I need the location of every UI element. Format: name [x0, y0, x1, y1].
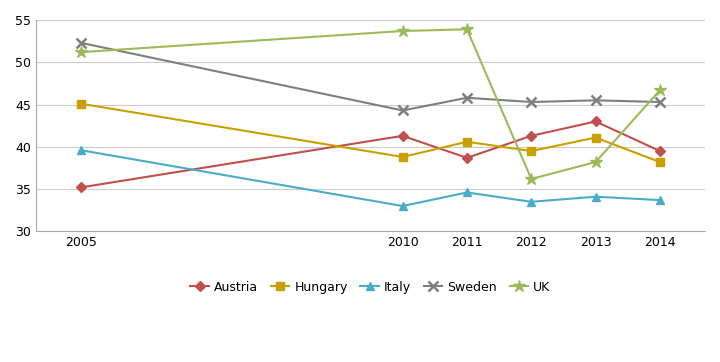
Austria — [591, 119, 600, 124]
Sweden — [463, 96, 472, 100]
Sweden — [398, 108, 407, 113]
Austria — [76, 185, 85, 190]
Sweden — [527, 100, 536, 104]
Italy — [527, 199, 536, 204]
Hungary — [527, 149, 536, 153]
Hungary — [591, 135, 600, 140]
Italy — [591, 194, 600, 199]
UK — [656, 88, 665, 92]
Hungary — [463, 140, 472, 144]
Hungary — [656, 160, 665, 164]
UK — [398, 29, 407, 33]
UK — [591, 160, 600, 164]
Italy — [398, 204, 407, 208]
Line: Hungary: Hungary — [77, 100, 664, 166]
UK — [463, 27, 472, 31]
Austria — [463, 156, 472, 160]
Line: Italy: Italy — [77, 146, 664, 210]
Line: Austria: Austria — [78, 118, 663, 191]
Austria — [527, 134, 536, 138]
Line: UK: UK — [75, 23, 666, 185]
Italy — [463, 190, 472, 195]
Legend: Austria, Hungary, Italy, Sweden, UK: Austria, Hungary, Italy, Sweden, UK — [185, 276, 556, 299]
UK — [76, 50, 85, 54]
Line: Sweden: Sweden — [76, 38, 665, 115]
Hungary — [76, 101, 85, 106]
Sweden — [656, 100, 665, 104]
Sweden — [76, 41, 85, 45]
Italy — [76, 148, 85, 152]
Hungary — [398, 155, 407, 159]
Austria — [398, 134, 407, 138]
Italy — [656, 198, 665, 202]
Austria — [656, 149, 665, 153]
UK — [527, 177, 536, 181]
Sweden — [591, 98, 600, 102]
